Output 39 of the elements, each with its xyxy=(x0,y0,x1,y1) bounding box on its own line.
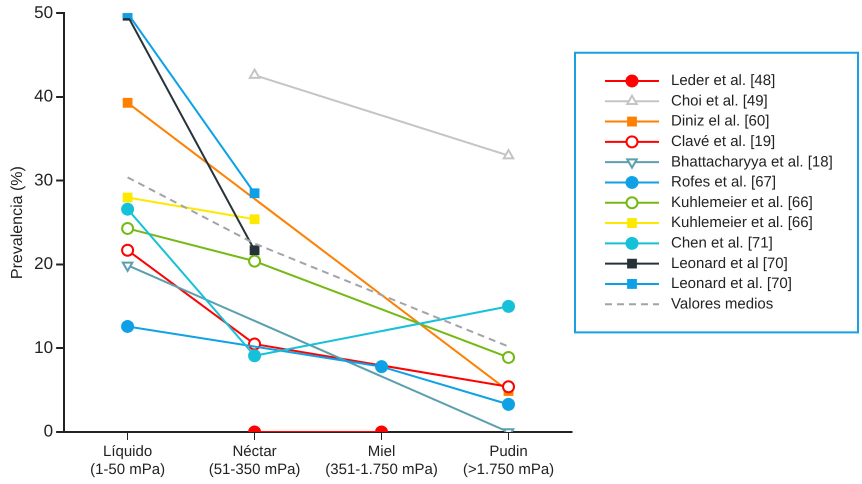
legend-label: Leonard et al. [70] xyxy=(671,275,792,292)
y-tick-label: 40 xyxy=(34,86,54,106)
y-tick-label: 20 xyxy=(34,254,54,274)
legend-label: Chen et al. [71] xyxy=(671,234,773,252)
point xyxy=(248,254,262,268)
point xyxy=(121,320,134,333)
legend-label: Diniz el al. [60] xyxy=(671,112,770,130)
legend-label: Rofes et al. [67] xyxy=(671,174,776,191)
point xyxy=(250,245,260,256)
legend-label: Kuhlemeier et al. [66] xyxy=(671,194,813,211)
point xyxy=(250,188,260,198)
point xyxy=(502,380,516,394)
legend-label: Kuhlemeier et al. [66] xyxy=(671,214,813,232)
y-axis-title: Prevalencia (%) xyxy=(9,166,26,280)
y-tick-label: 50 xyxy=(34,2,54,22)
x-tick-label: Néctar (51-350 mPa) xyxy=(208,443,300,478)
point xyxy=(375,360,388,374)
point xyxy=(248,349,262,362)
point xyxy=(250,214,260,224)
point xyxy=(121,244,134,257)
y-tick-label: 0 xyxy=(44,422,54,441)
point xyxy=(121,222,134,235)
legend-label: Clavé et al. [19] xyxy=(671,132,776,150)
legend-label: Leonard et al [70] xyxy=(671,254,788,272)
legend-label: Choi et al. [49] xyxy=(671,92,768,110)
y-tick-label: 10 xyxy=(34,338,54,357)
point xyxy=(122,192,132,202)
legend-label: Valores medios xyxy=(671,295,774,312)
point xyxy=(502,350,516,364)
point xyxy=(122,98,132,108)
x-tick-label: Líquido (1-50 mPa) xyxy=(90,443,166,478)
x-tick-label: Miel (351-1.750 mPa) xyxy=(325,443,438,478)
point xyxy=(502,300,516,313)
x-tick-label: Pudin (>1.750 mPa) xyxy=(462,443,554,478)
legend-label: Leder et al. [48] xyxy=(671,72,776,90)
point xyxy=(502,398,516,411)
legend-label: Bhattacharyya et al. [18] xyxy=(671,153,833,170)
y-tick-label: 30 xyxy=(34,170,54,190)
point xyxy=(121,202,134,216)
